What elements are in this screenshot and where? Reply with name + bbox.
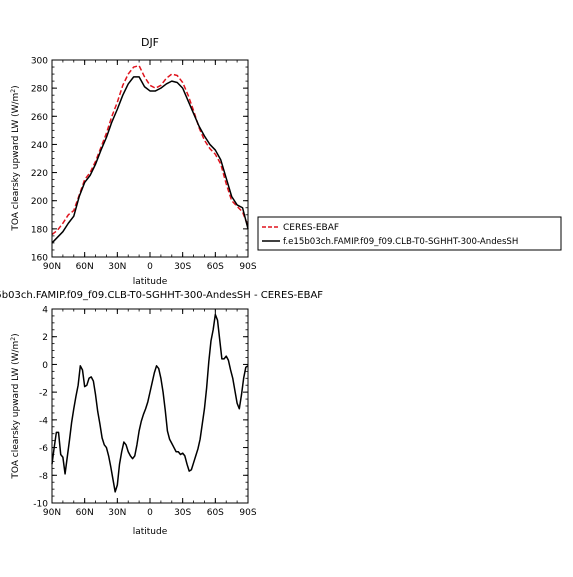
- bottom-chart-title: f.e15b03ch.FAMIP.f09_f09.CLB-T0-SGHHT-30…: [0, 290, 323, 301]
- bottom-chart-ylabel: TOA clearsky upward LW (W/m2): [10, 333, 22, 479]
- bottom-chart-xtick-label: 0: [147, 508, 153, 518]
- bottom-chart-ytick-label: 0: [42, 361, 48, 371]
- legend-label-ceres: CERES-EBAF: [283, 223, 339, 233]
- legend-label-model: f.e15b03ch.FAMIP.f09_f09.CLB-T0-SGHHT-30…: [283, 237, 518, 247]
- top-chart-xlabel: latitude: [133, 277, 168, 287]
- top-chart-xtick-label: 0: [147, 262, 153, 272]
- bottom-chart-ytick-label: 2: [42, 333, 48, 343]
- bottom-chart-frame: [51, 308, 249, 504]
- bottom-chart-ytick-label: -8: [39, 472, 48, 482]
- bottom-chart-xtick-label: 90S: [239, 508, 256, 518]
- top-chart-ytick-label: 260: [31, 113, 48, 123]
- top-chart-ytick-label: 240: [31, 141, 48, 151]
- top-chart-ytick-label: 160: [31, 254, 48, 264]
- top-chart: DJF 90N 60N 30N 0 30S 60S 90S 160 180 200 220 240 26…: [10, 36, 257, 287]
- top-chart-ytick-label: 200: [31, 197, 48, 207]
- bottom-chart: f.e15b03ch.FAMIP.f09_f09.CLB-T0-SGHHT-30…: [0, 290, 323, 537]
- top-chart-ylabel: TOA clearsky upward LW (W/m2): [10, 85, 22, 231]
- top-chart-xtick-label: 60N: [76, 262, 94, 272]
- bottom-chart-xlabel: latitude: [133, 527, 168, 537]
- bottom-chart-ytick-label: -6: [39, 444, 48, 454]
- top-chart-line-f-e15b03ch-famip-f09-f09-clb-t: [51, 76, 249, 244]
- bottom-chart-ytick-label: -4: [39, 416, 48, 426]
- top-chart-xtick-label: 90S: [239, 262, 256, 272]
- top-chart-xtick-label: 30S: [174, 262, 191, 272]
- bottom-chart-xtick-label: 90N: [43, 508, 61, 518]
- top-chart-ytick-label: 300: [31, 57, 48, 67]
- top-chart-ytick-label: 220: [31, 169, 48, 179]
- top-chart-xtick-label: 60S: [207, 262, 224, 272]
- legend-box: [257, 216, 562, 251]
- bottom-chart-ytick-label: 4: [42, 306, 48, 316]
- top-chart-line-ceres-ebaf: [51, 64, 249, 236]
- top-chart-ytick-label: 280: [31, 85, 48, 95]
- bottom-chart-xtick-label: 30N: [108, 508, 126, 518]
- bottom-chart-xtick-label: 60S: [207, 508, 224, 518]
- top-chart-frame: [51, 59, 249, 258]
- bottom-chart-xtick-label: 30S: [174, 508, 191, 518]
- bottom-chart-line-series-0: [51, 313, 249, 493]
- bottom-chart-xtick-label: 60N: [76, 508, 94, 518]
- top-chart-legend: CERES-EBAF f.e15b03ch.FAMIP.f09_f09.CLB-…: [257, 216, 562, 251]
- bottom-chart-ytick-label: -2: [39, 389, 48, 399]
- top-chart-title: DJF: [141, 36, 159, 49]
- top-chart-ytick-label: 180: [31, 225, 48, 235]
- bottom-chart-ytick-label: -10: [33, 500, 48, 510]
- top-chart-xtick-label: 90N: [43, 262, 61, 272]
- top-chart-xtick-label: 30N: [108, 262, 126, 272]
